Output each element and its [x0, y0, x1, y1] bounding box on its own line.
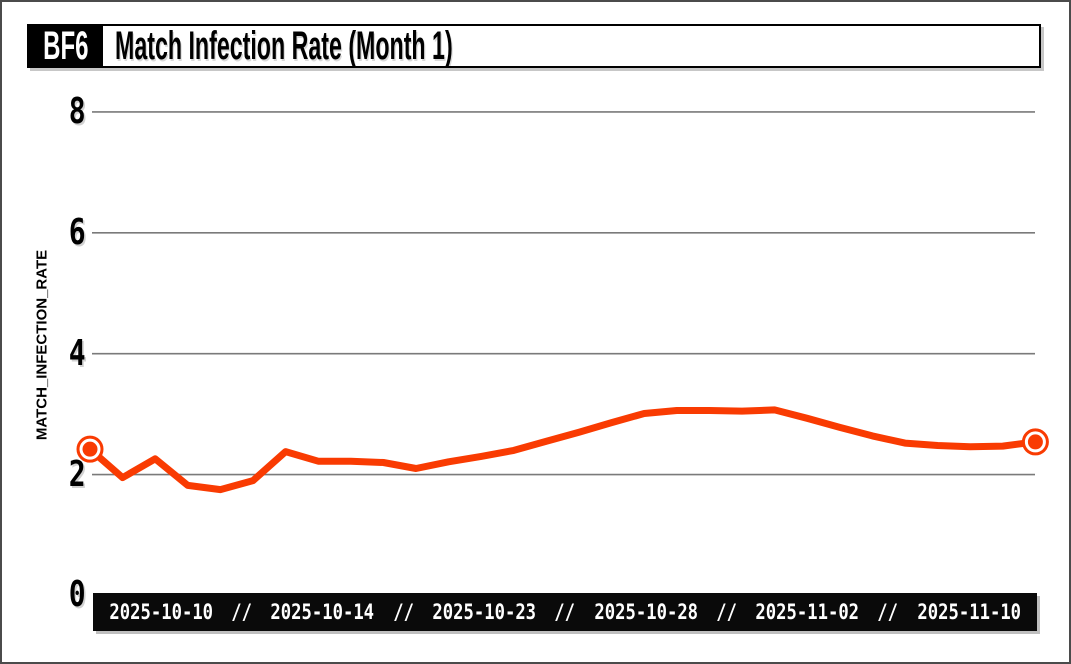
y-tick-label: 4 [69, 332, 86, 374]
badge-label: BF6 [43, 24, 89, 68]
x-tick-separator: // [716, 599, 737, 624]
x-tick-label: 2025-10-28 [593, 599, 698, 624]
title-badge: BF6 [29, 26, 103, 66]
x-tick-separator: // [554, 599, 576, 624]
y-tick-label: 6 [69, 211, 86, 253]
x-tick-label: 2025-10-14 [270, 599, 375, 624]
y-tick-label: 0 [69, 574, 86, 616]
y-tick-label: 8 [69, 90, 86, 132]
x-tick-separator: // [877, 599, 899, 624]
x-axis-bar: 2025-10-10 // 2025-10-14 // 2025-10-23 /… [93, 593, 1037, 631]
y-tick-label: 2 [69, 453, 86, 495]
x-tick-label: 2025-11-10 [917, 599, 1021, 624]
x-tick-separator: // [393, 599, 414, 624]
page-title: Match Infection Rate (Month 1) [103, 26, 697, 66]
x-tick-label: 2025-10-23 [432, 599, 537, 624]
x-tick-label: 2025-11-02 [755, 599, 860, 624]
chart-title-bar: BF6 Match Infection Rate (Month 1) [27, 24, 1041, 68]
x-tick-label: 2025-10-10 [109, 599, 213, 624]
x-tick-separator: // [231, 599, 253, 624]
page-title-text: Match Infection Rate (Month 1) [115, 26, 453, 66]
